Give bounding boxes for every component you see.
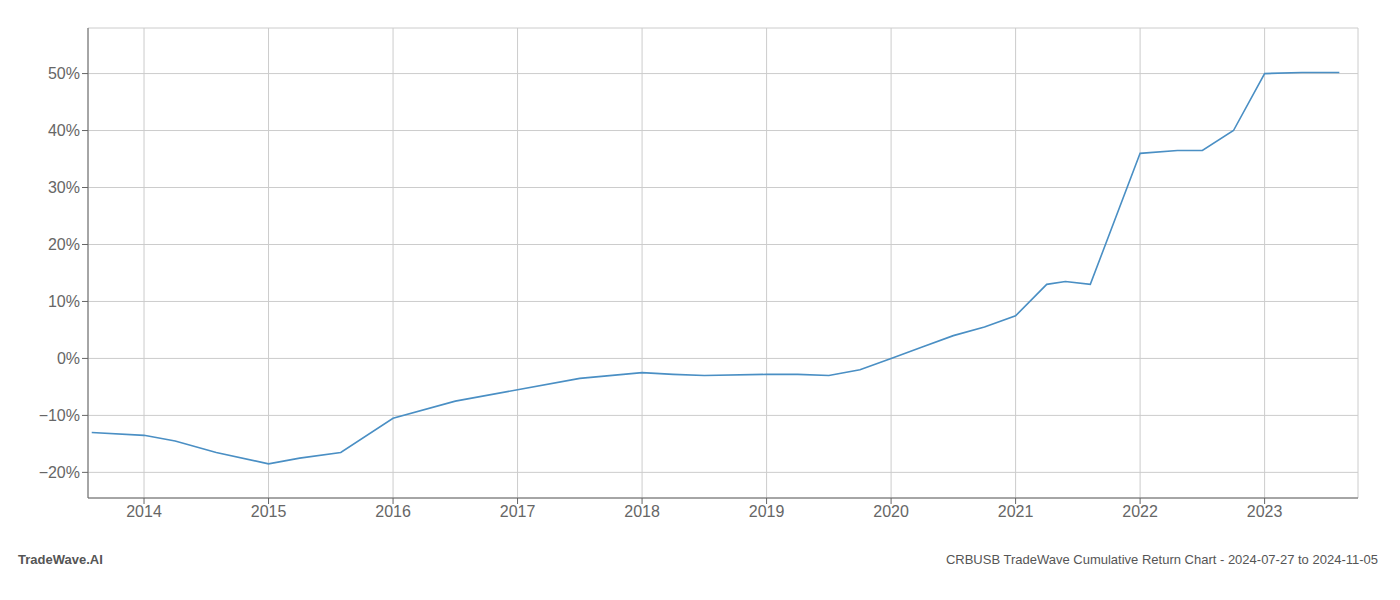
svg-text:20%: 20% — [48, 236, 80, 253]
svg-text:2016: 2016 — [375, 503, 411, 520]
html-text:CRBUSB TradeWave Cumulative Re: CRBUSB TradeWave Cumulative Return Chart… — [945, 552, 1378, 567]
svg-text:−20%: −20% — [39, 464, 80, 481]
svg-text:2021: 2021 — [998, 503, 1034, 520]
html-text:TradeWave.AI: TradeWave.AI — [18, 552, 103, 567]
svg-text:2017: 2017 — [500, 503, 536, 520]
svg-text:−10%: −10% — [39, 407, 80, 424]
svg-text:40%: 40% — [48, 122, 80, 139]
svg-text:2015: 2015 — [251, 503, 287, 520]
svg-text:2022: 2022 — [1122, 503, 1158, 520]
svg-text:50%: 50% — [48, 65, 80, 82]
svg-text:30%: 30% — [48, 179, 80, 196]
svg-text:0%: 0% — [57, 350, 80, 367]
svg-text:2023: 2023 — [1247, 503, 1283, 520]
svg-text:2020: 2020 — [873, 503, 909, 520]
svg-text:2019: 2019 — [749, 503, 785, 520]
svg-text:2014: 2014 — [126, 503, 162, 520]
svg-text:2018: 2018 — [624, 503, 660, 520]
svg-text:10%: 10% — [48, 293, 80, 310]
